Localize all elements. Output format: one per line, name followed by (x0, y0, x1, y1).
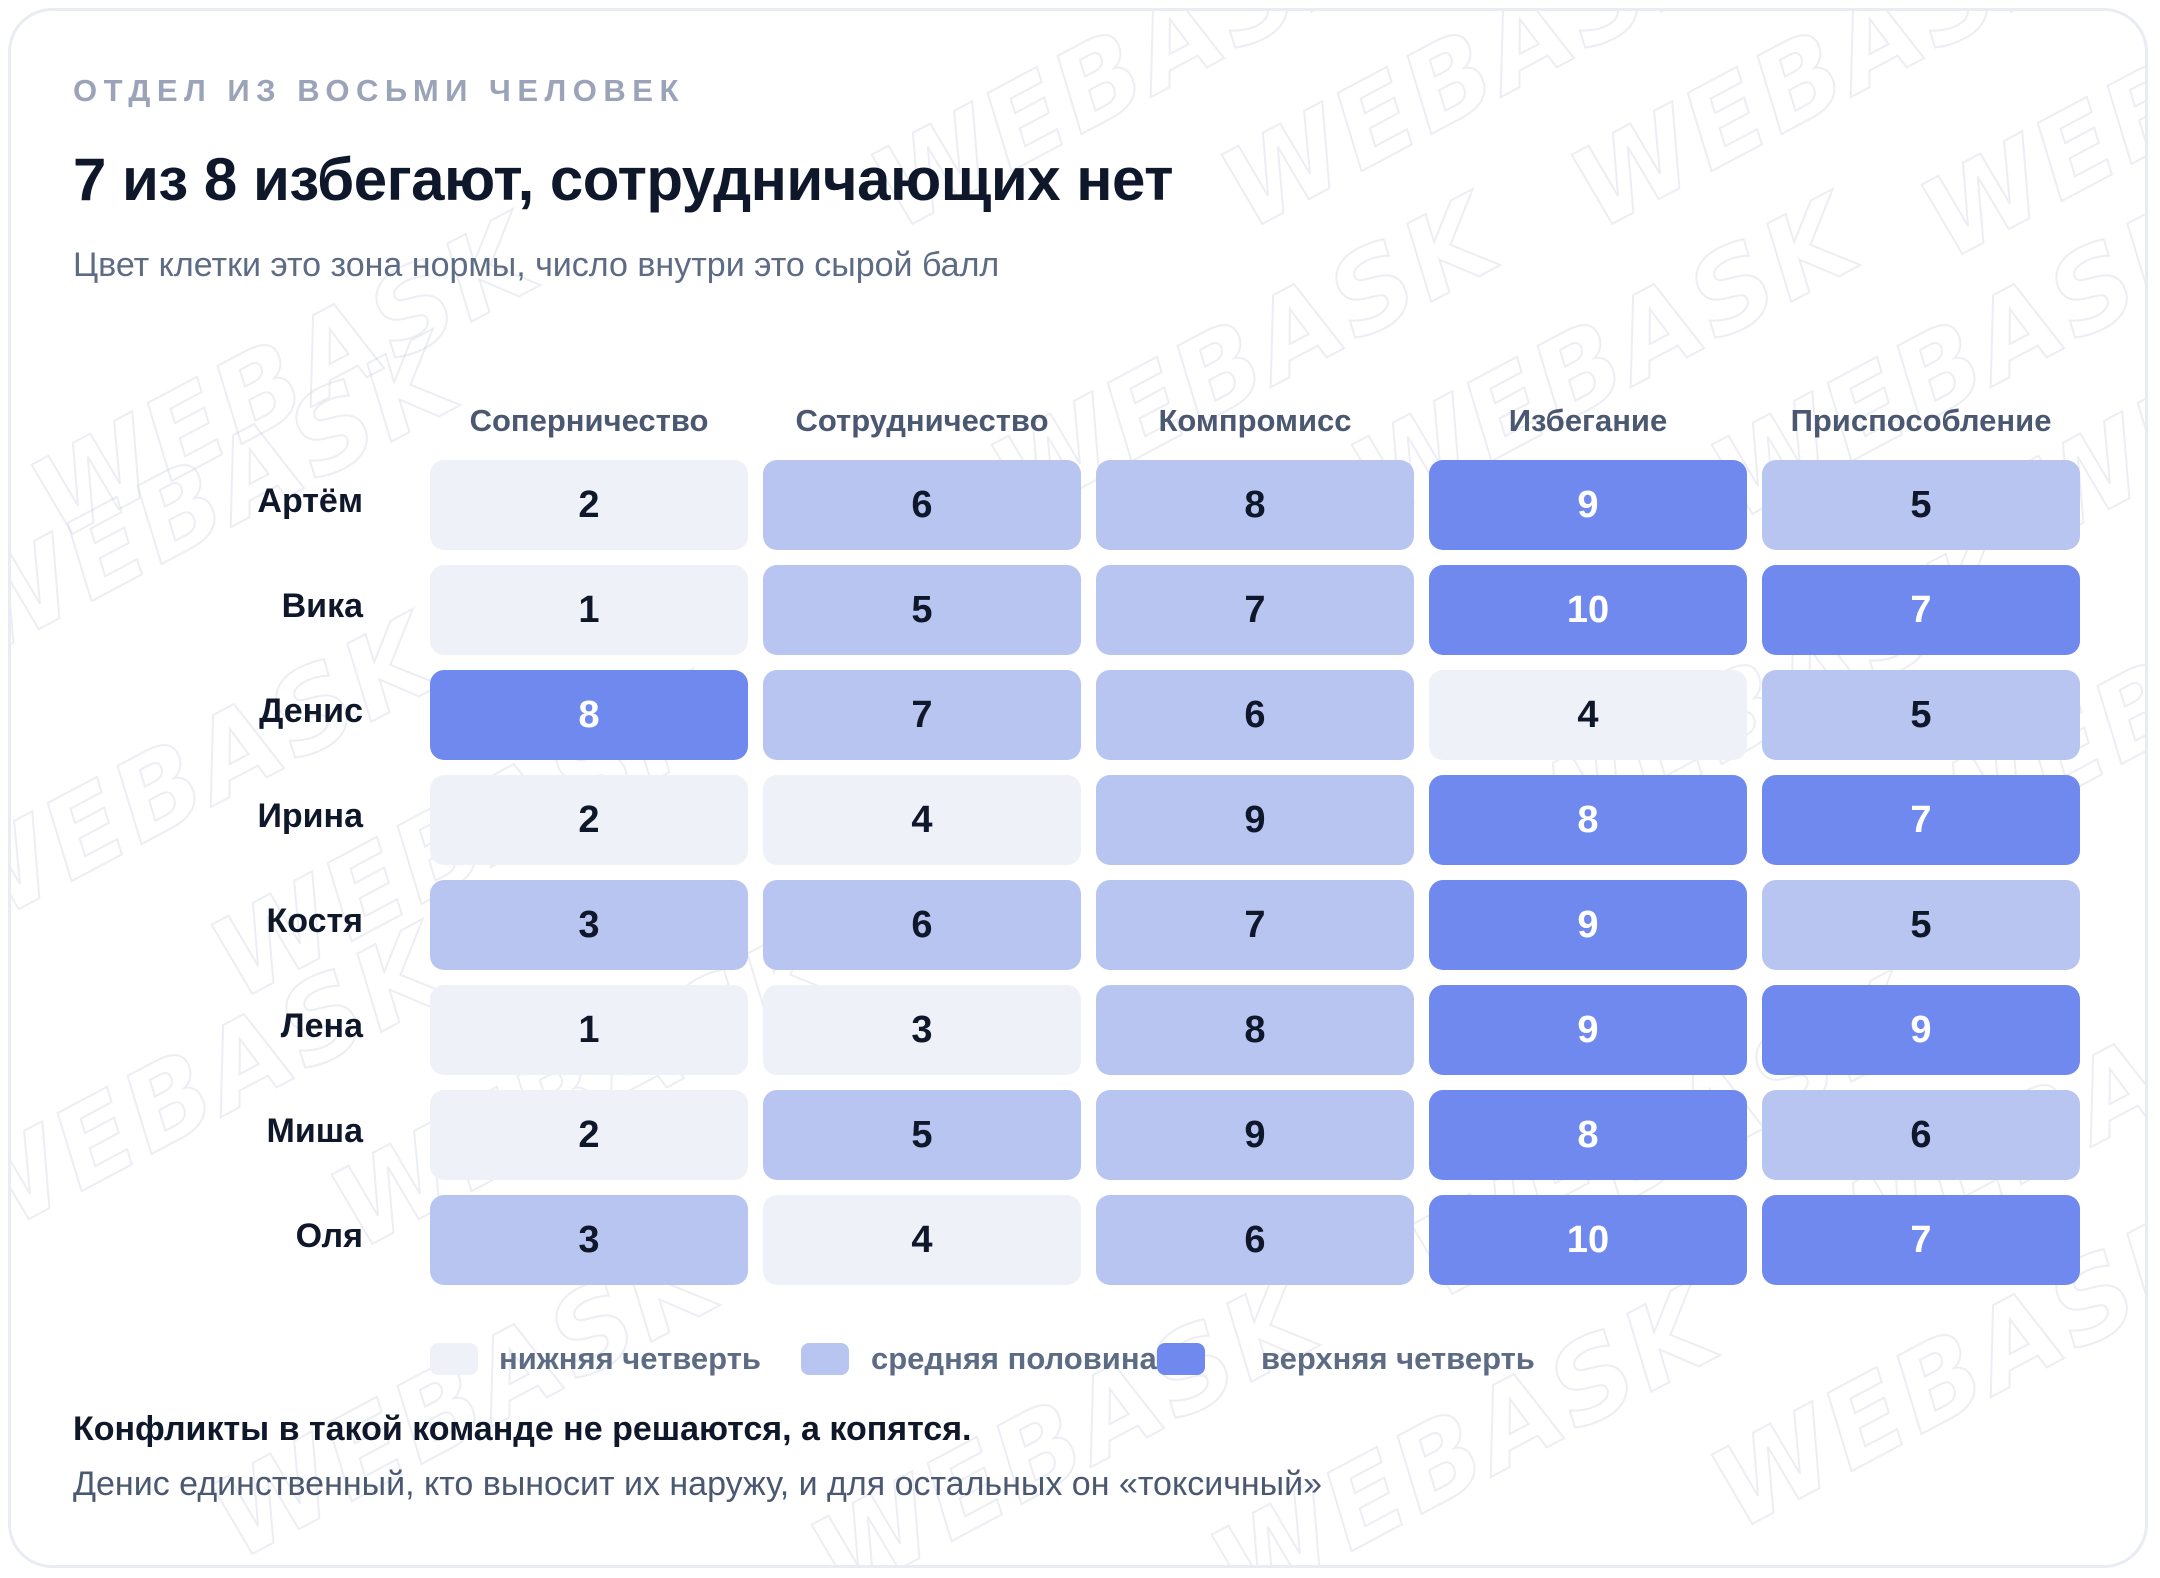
watermark: WEBASK (1900, 11, 2145, 285)
watermark: WEBASK (1190, 1260, 1741, 1565)
heatmap-cell: 8 (1429, 1090, 1747, 1180)
watermark: WEBASK (850, 11, 1401, 255)
row-label: Артём (257, 482, 363, 520)
chart-subtitle: Цвет клетки это зона нормы, число внутри… (73, 246, 1000, 284)
heatmap-cell: 1 (430, 565, 748, 655)
heatmap-cell: 7 (763, 670, 1081, 760)
heatmap-cell: 8 (1429, 775, 1747, 865)
legend-swatch-low (430, 1343, 478, 1375)
column-header: Компромисс (1158, 403, 1352, 438)
row-label: Ирина (257, 797, 363, 835)
heatmap-cell: 7 (1762, 775, 2080, 865)
column-header: Сотрудничество (795, 403, 1049, 438)
column-header: Соперничество (469, 403, 709, 438)
heatmap-cell: 6 (763, 460, 1081, 550)
legend-label-low: нижняя четверть (499, 1341, 761, 1376)
heatmap-cell: 7 (1762, 565, 2080, 655)
heatmap-cell: 9 (1762, 985, 2080, 1075)
heatmap-cell: 8 (430, 670, 748, 760)
eyebrow-label: ОТДЕЛ ИЗ ВОСЬМИ ЧЕЛОВЕК (73, 73, 685, 108)
heatmap-cell: 9 (1429, 880, 1747, 970)
heatmap-cell: 9 (1429, 985, 1747, 1075)
heatmap-cell: 4 (763, 1195, 1081, 1285)
heatmap-cell: 5 (1762, 880, 2080, 970)
legend-swatch-mid (801, 1343, 849, 1375)
heatmap-cell: 9 (1429, 460, 1747, 550)
heatmap-cell: 5 (763, 1090, 1081, 1180)
row-label: Миша (266, 1112, 363, 1150)
heatmap-cell: 4 (1429, 670, 1747, 760)
heatmap-cell: 7 (1096, 880, 1414, 970)
heatmap-cell: 1 (430, 985, 748, 1075)
row-label: Лена (280, 1007, 363, 1045)
heatmap-cell: 3 (430, 880, 748, 970)
heatmap-cell: 8 (1096, 985, 1414, 1075)
heatmap-cell: 3 (763, 985, 1081, 1075)
row-label: Оля (295, 1217, 363, 1255)
heatmap-cell: 2 (430, 775, 748, 865)
row-label: Денис (259, 692, 363, 730)
legend-label-high: верхняя четверть (1261, 1341, 1535, 1376)
heatmap-cell: 4 (763, 775, 1081, 865)
heatmap-cell: 2 (430, 460, 748, 550)
heatmap-cell: 9 (1096, 775, 1414, 865)
heatmap-cell: 5 (1762, 670, 2080, 760)
watermark: WEBASK (790, 1250, 1341, 1565)
row-label: Вика (281, 587, 363, 625)
heatmap-cell: 2 (430, 1090, 748, 1180)
watermark: WEBASK (1550, 11, 2101, 255)
conclusion-bold: Конфликты в такой команде не решаются, а… (73, 1410, 972, 1448)
heatmap-cell: 6 (1762, 1090, 2080, 1180)
heatmap-cell: 8 (1096, 460, 1414, 550)
conclusion-text: Денис единственный, кто выносит их наруж… (73, 1465, 1323, 1503)
column-header: Приспособление (1790, 403, 2052, 438)
heatmap-cell: 3 (430, 1195, 748, 1285)
heatmap-cell: 7 (1096, 565, 1414, 655)
heatmap-cell: 6 (1096, 670, 1414, 760)
heatmap-cell: 6 (763, 880, 1081, 970)
legend-label-mid: средняя половина (871, 1341, 1157, 1376)
heatmap-cell: 6 (1096, 1195, 1414, 1285)
heatmap-cell: 9 (1096, 1090, 1414, 1180)
heatmap-cell: 5 (763, 565, 1081, 655)
chart-title: 7 из 8 избегают, сотрудничающих нет (73, 146, 1173, 213)
chart-card: WEBASK WEBASK WEBASK WEBASK WEBASK WEBASK WEBA… (8, 8, 2148, 1568)
heatmap-cell: 5 (1762, 460, 2080, 550)
watermark: WEBASK (1200, 11, 1751, 255)
heatmap-cell: 7 (1762, 1195, 2080, 1285)
heatmap-cell: 10 (1429, 1195, 1747, 1285)
heatmap-cell: 10 (1429, 565, 1747, 655)
legend-swatch-high (1157, 1343, 1205, 1375)
column-header: Избегание (1508, 403, 1668, 438)
row-label: Костя (266, 902, 363, 940)
